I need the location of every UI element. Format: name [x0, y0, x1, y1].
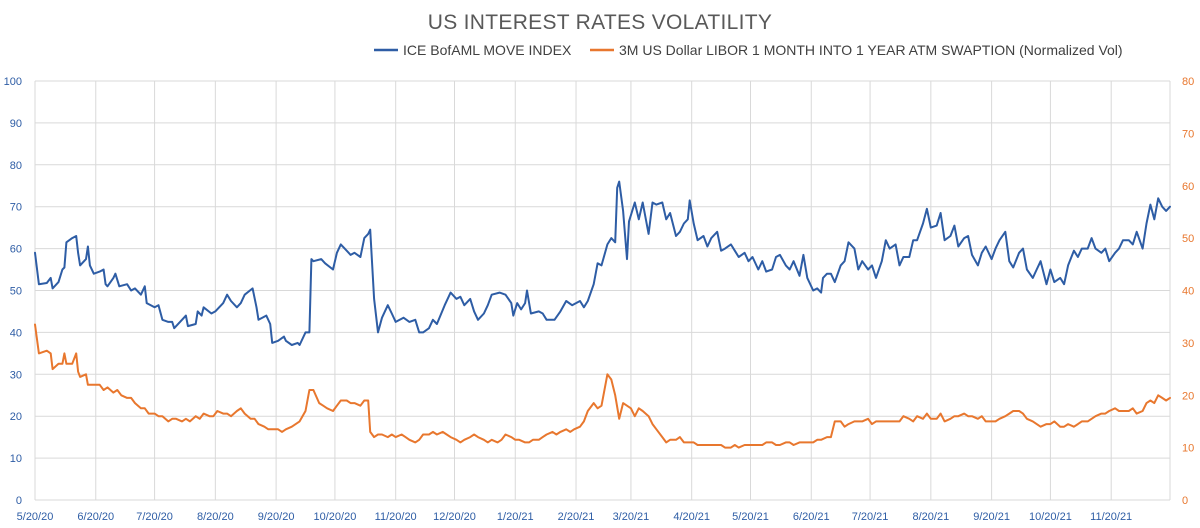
x-tick-label: 11/20/20	[375, 511, 417, 523]
x-axis: 5/20/20 6/20/20 7/20/20 8/20/20 9/20/20 10/20…	[17, 511, 1133, 523]
y-right-tick-label: 30	[1182, 338, 1194, 350]
y-left-tick-label: 10	[10, 453, 22, 465]
y-axis-left: 0 10 20 30 40 50 60 70 80 90 100	[4, 76, 22, 507]
x-tick-label: 1/20/21	[497, 511, 534, 523]
y-right-tick-label: 60	[1182, 181, 1194, 193]
x-tick-label: 7/20/20	[136, 511, 173, 523]
y-right-tick-label: 40	[1182, 286, 1194, 298]
x-tick-label: 3/20/21	[613, 511, 650, 523]
x-tick-label: 5/20/21	[732, 511, 769, 523]
x-tick-label: 9/20/20	[258, 511, 295, 523]
x-tick-label: 4/20/21	[673, 511, 710, 523]
series-lines	[34, 180, 1171, 449]
y-right-tick-label: 0	[1182, 495, 1188, 507]
y-right-tick-label: 80	[1182, 76, 1194, 88]
legend-label-swaption: 3M US Dollar LIBOR 1 MONTH INTO 1 YEAR A…	[619, 42, 1123, 58]
x-tick-label: 12/20/20	[433, 511, 476, 523]
x-tick-label: 10/20/20	[314, 511, 357, 523]
x-tick-label: 6/20/20	[77, 511, 114, 523]
y-left-tick-label: 100	[4, 76, 22, 88]
y-right-tick-label: 70	[1182, 128, 1194, 140]
y-left-tick-label: 70	[10, 202, 22, 214]
y-left-tick-label: 60	[10, 244, 22, 256]
y-left-tick-label: 0	[16, 495, 22, 507]
y-left-tick-label: 40	[10, 327, 22, 339]
series-line-swaption-vol	[34, 323, 1171, 449]
x-tick-label: 5/20/20	[17, 511, 54, 523]
y-left-tick-label: 90	[10, 118, 22, 130]
y-right-tick-label: 10	[1182, 443, 1194, 455]
y-axis-right: 0 10 20 30 40 50 60 70 80	[1182, 76, 1194, 507]
x-tick-label: 6/20/21	[793, 511, 830, 523]
x-tick-label: 8/20/21	[912, 511, 949, 523]
y-left-tick-label: 80	[10, 160, 22, 172]
x-tick-label: 7/20/21	[852, 511, 889, 523]
y-left-tick-label: 50	[10, 286, 22, 298]
series-line-move-index	[34, 180, 1171, 346]
y-right-tick-label: 50	[1182, 233, 1194, 245]
x-tick-label: 11/20/21	[1090, 511, 1132, 523]
x-tick-label: 9/20/21	[973, 511, 1010, 523]
legend-label-move: ICE BofAML MOVE INDEX	[403, 42, 572, 58]
x-tick-label: 2/20/21	[558, 511, 595, 523]
legend: ICE BofAML MOVE INDEX 3M US Dollar LIBOR…	[374, 42, 1123, 58]
y-right-tick-label: 20	[1182, 390, 1194, 402]
y-left-tick-label: 30	[10, 369, 22, 381]
chart-title: US INTEREST RATES VOLATILITY	[428, 11, 772, 34]
y-left-tick-label: 20	[10, 411, 22, 423]
x-tick-label: 8/20/20	[197, 511, 234, 523]
gridlines	[34, 80, 1171, 501]
x-tick-label: 10/20/21	[1029, 511, 1072, 523]
